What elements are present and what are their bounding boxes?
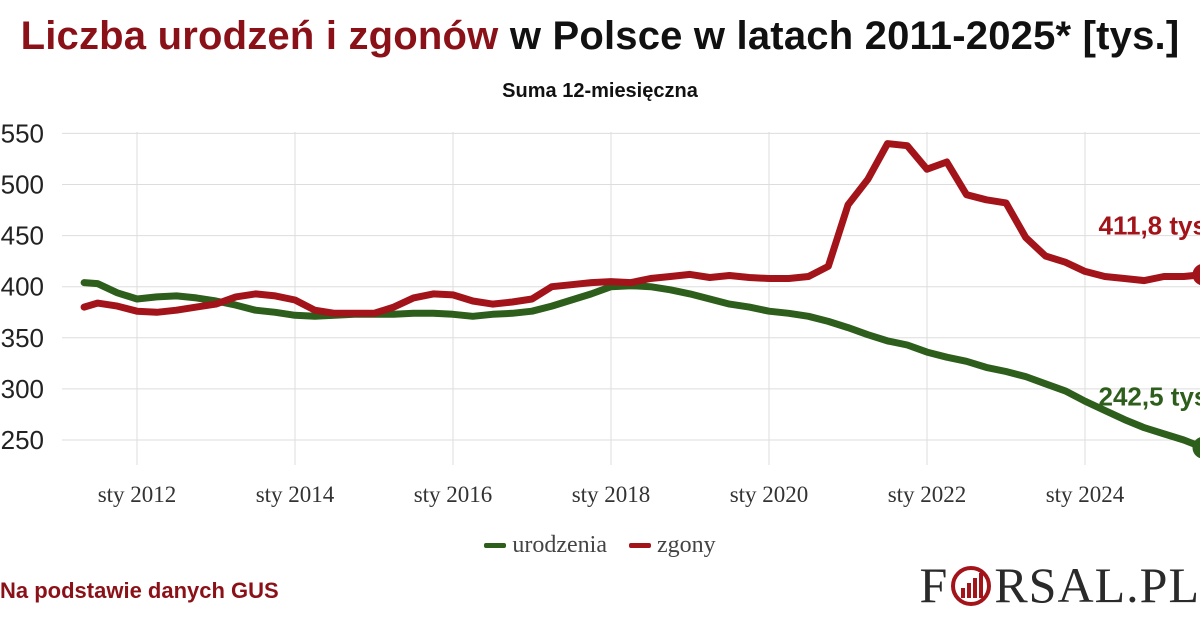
- y-tick-label: 300: [1, 374, 44, 404]
- legend-label-births: urodzenia: [512, 532, 607, 558]
- legend-item-deaths: zgony: [628, 532, 716, 559]
- series-end-marker: [1192, 264, 1200, 286]
- x-tick-label: sty 2016: [414, 482, 493, 507]
- y-tick-label: 400: [1, 272, 44, 302]
- legend-swatch-births: [484, 543, 507, 548]
- logo-o-icon: [948, 560, 994, 606]
- x-tick-label: sty 2022: [888, 482, 967, 507]
- series-line-deaths: [80, 140, 1200, 317]
- x-tick-label: sty 2024: [1046, 482, 1125, 507]
- y-tick-label: 550: [1, 118, 44, 148]
- x-tick-label: sty 2020: [730, 482, 809, 507]
- legend-item-births: urodzenia: [484, 532, 607, 559]
- source-note: Na podstawie danych GUS: [0, 578, 279, 603]
- legend-label-deaths: zgony: [656, 532, 716, 558]
- chart-title-rest: w Polsce w latach 2011-2025* [tys.]: [498, 14, 1180, 58]
- x-tick-label: sty 2012: [98, 482, 177, 507]
- series-end-label: 411,8 tys.: [1099, 211, 1200, 241]
- y-tick-label: 500: [1, 170, 44, 200]
- x-tick-label: sty 2014: [256, 482, 335, 507]
- chart-legend: urodzenia zgony: [0, 528, 1200, 559]
- y-tick-label: 350: [1, 323, 44, 353]
- series-line-births: [80, 279, 1200, 451]
- y-tick-label: 450: [1, 221, 44, 251]
- series-end-label: 242,5 tys.: [1099, 382, 1200, 412]
- chart-title-highlight: Liczba urodzeń i zgonów: [20, 14, 499, 58]
- logo-text-a: F: [919, 557, 949, 613]
- forsal-logo: F RSAL.PL: [920, 556, 1200, 614]
- chart-title: Liczba urodzeń i zgonów w Polsce w latac…: [0, 14, 1200, 59]
- series-end-marker: [1192, 437, 1200, 459]
- chart-subtitle: Suma 12-miesięczna: [502, 80, 698, 102]
- y-tick-label: 250: [1, 425, 44, 455]
- legend-swatch-deaths: [628, 543, 651, 548]
- x-tick-label: sty 2018: [572, 482, 651, 507]
- logo-text-b: RSAL.PL: [994, 557, 1200, 613]
